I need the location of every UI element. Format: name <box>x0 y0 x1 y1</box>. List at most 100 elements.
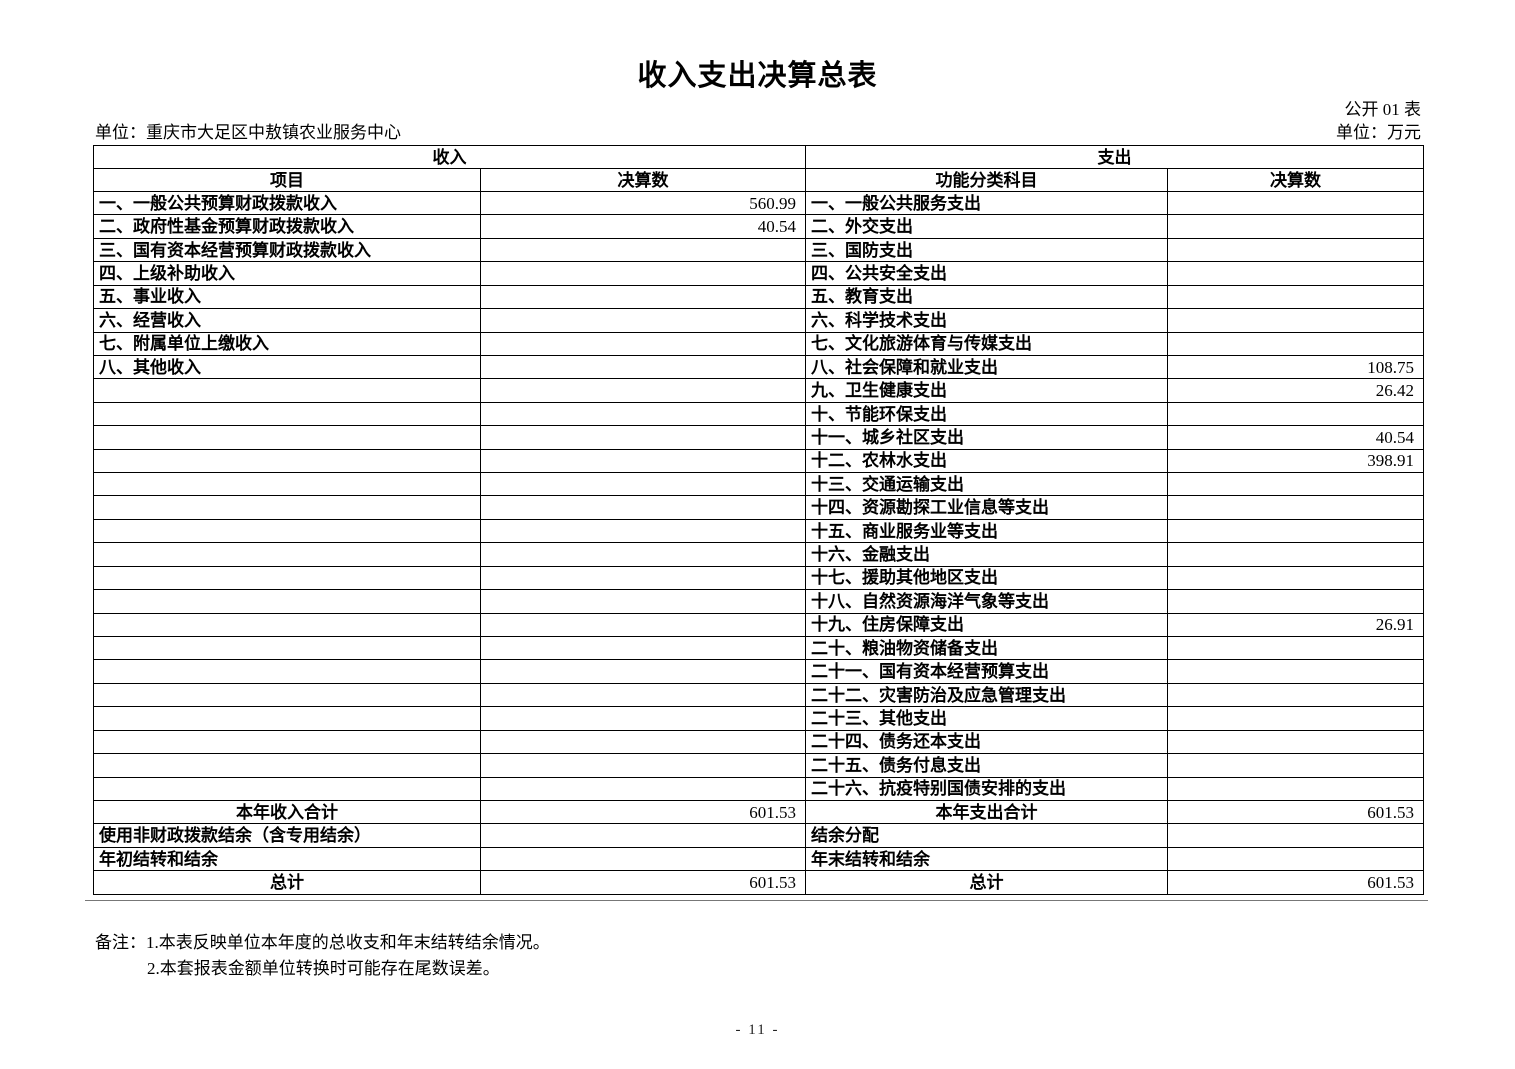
expense-item-cell: 二十、粮油物资储备支出 <box>805 636 1168 661</box>
table-row: 二十四、债务还本支出 <box>93 729 1424 755</box>
income-amount-cell: 601.53 <box>480 799 806 825</box>
expense-item-cell: 八、社会保障和就业支出 <box>805 354 1168 380</box>
table-row: 三、国有资本经营预算财政拨款收入 三、国防支出 <box>93 237 1424 263</box>
income-amount-cell <box>480 401 806 427</box>
income-amount-cell <box>480 284 806 310</box>
income-amount-cell <box>480 354 806 380</box>
expense-amount-cell <box>1167 589 1424 614</box>
income-item-cell <box>93 612 481 638</box>
note-text-2: 2.本套报表金额单位转换时可能存在尾数误差。 <box>147 959 500 978</box>
table-row: 二十五、债务付息支出 <box>93 753 1424 778</box>
expense-item-cell: 总计 <box>805 870 1168 895</box>
income-amount-cell <box>480 846 806 872</box>
income-item-cell: 六、经营收入 <box>93 308 481 333</box>
notes-block: 备注：1.本表反映单位本年度的总收支和年末结转结余情况。 2.本套报表金额单位转… <box>95 930 550 982</box>
expense-item-cell: 十六、金融支出 <box>805 542 1168 567</box>
income-amount-cell <box>480 612 806 638</box>
income-item-column-header: 项目 <box>93 168 481 192</box>
expense-item-cell: 二十一、国有资本经营预算支出 <box>805 659 1168 684</box>
org-label: 单位：重庆市大足区中敖镇农业服务中心 <box>95 123 401 142</box>
income-item-cell <box>93 659 481 684</box>
table-row: 十三、交通运输支出 <box>93 472 1424 497</box>
income-item-cell: 使用非财政拨款结余（含专用结余） <box>93 823 481 848</box>
table-row: 十九、住房保障支出 26.91 <box>93 612 1424 638</box>
income-amount-cell <box>480 448 806 474</box>
expense-item-cell: 结余分配 <box>805 823 1168 848</box>
income-section-header: 收入 <box>93 145 806 169</box>
expense-amount-cell <box>1167 729 1424 755</box>
expense-item-cell: 十二、农林水支出 <box>805 448 1168 474</box>
expense-item-cell: 四、公共安全支出 <box>805 261 1168 286</box>
page-title: 收入支出决算总表 <box>637 60 878 92</box>
expense-amount-cell <box>1167 190 1424 216</box>
table-row: 总计 601.53 总计 601.53 <box>93 870 1424 895</box>
notes-label: 备注： <box>95 933 146 952</box>
expense-amount-cell: 108.75 <box>1167 354 1424 380</box>
income-item-cell: 二、政府性基金预算财政拨款收入 <box>93 214 481 239</box>
expense-item-cell: 二十四、债务还本支出 <box>805 729 1168 755</box>
expense-item-cell: 十八、自然资源海洋气象等支出 <box>805 589 1168 614</box>
expense-amount-cell <box>1167 261 1424 286</box>
table-row: 七、附属单位上缴收入 七、文化旅游体育与传媒支出 <box>93 331 1424 356</box>
table-row: 十一、城乡社区支出 40.54 <box>93 425 1424 450</box>
table-row: 八、其他收入 八、社会保障和就业支出 108.75 <box>93 354 1424 380</box>
table-row: 九、卫生健康支出 26.42 <box>93 378 1424 403</box>
expense-amount-cell <box>1167 518 1424 544</box>
note-text-1: 1.本表反映单位本年度的总收支和年末结转结余情况。 <box>146 933 550 952</box>
note-line: 备注：1.本表反映单位本年度的总收支和年末结转结余情况。 <box>95 930 550 956</box>
page-number: - 11 - <box>735 1022 780 1038</box>
expense-item-cell: 十七、援助其他地区支出 <box>805 565 1168 591</box>
income-amount-cell <box>480 472 806 497</box>
expense-item-cell: 七、文化旅游体育与传媒支出 <box>805 331 1168 356</box>
income-item-cell <box>93 589 481 614</box>
table-row: 二十一、国有资本经营预算支出 <box>93 659 1424 684</box>
section-header-row: 收入 支出 <box>93 145 1424 169</box>
income-item-cell: 本年收入合计 <box>93 799 481 825</box>
income-item-cell: 年初结转和结余 <box>93 846 481 872</box>
expense-item-cell: 一、一般公共服务支出 <box>805 190 1168 216</box>
expense-amount-cell <box>1167 823 1424 848</box>
expense-amount-cell <box>1167 565 1424 591</box>
expense-amount-cell <box>1167 706 1424 731</box>
income-amount-cell <box>480 636 806 661</box>
expense-item-cell: 二十二、灾害防治及应急管理支出 <box>805 682 1168 708</box>
expense-amount-cell <box>1167 472 1424 497</box>
table-row: 六、经营收入 六、科学技术支出 <box>93 308 1424 333</box>
expense-item-cell: 十九、住房保障支出 <box>805 612 1168 638</box>
expense-amount-cell <box>1167 237 1424 263</box>
expense-item-cell: 十一、城乡社区支出 <box>805 425 1168 450</box>
income-item-cell: 一、一般公共预算财政拨款收入 <box>93 190 481 216</box>
income-amount-cell <box>480 425 806 450</box>
expense-item-cell: 十四、资源勘探工业信息等支出 <box>805 495 1168 520</box>
table-row: 五、事业收入 五、教育支出 <box>93 284 1424 310</box>
income-amount-cell <box>480 682 806 708</box>
income-amount-column-header: 决算数 <box>480 168 806 192</box>
table-row: 十八、自然资源海洋气象等支出 <box>93 589 1424 614</box>
income-item-cell: 三、国有资本经营预算财政拨款收入 <box>93 237 481 263</box>
table-row: 十二、农林水支出 398.91 <box>93 448 1424 474</box>
income-item-cell: 四、上级补助收入 <box>93 261 481 286</box>
table-row: 四、上级补助收入 四、公共安全支出 <box>93 261 1424 286</box>
income-item-cell <box>93 425 481 450</box>
income-item-cell <box>93 565 481 591</box>
expense-amount-cell: 601.53 <box>1167 799 1424 825</box>
income-amount-cell <box>480 589 806 614</box>
expense-item-cell: 六、科学技术支出 <box>805 308 1168 333</box>
income-item-cell <box>93 542 481 567</box>
income-amount-cell <box>480 729 806 755</box>
table-row: 二十六、抗疫特别国债安排的支出 <box>93 776 1424 801</box>
income-amount-cell <box>480 495 806 520</box>
budget-summary-table: 收入 支出 项目 决算数 功能分类科目 决算数 一、一般公共预算财政拨款收入 56… <box>93 145 1424 895</box>
table-row: 二十三、其他支出 <box>93 706 1424 731</box>
unit-label: 单位：万元 <box>1336 123 1421 142</box>
column-header-row: 项目 决算数 功能分类科目 决算数 <box>93 168 1424 192</box>
table-row: 十、节能环保支出 <box>93 401 1424 427</box>
income-item-cell <box>93 518 481 544</box>
expense-item-cell: 二十三、其他支出 <box>805 706 1168 731</box>
expense-amount-column-header: 决算数 <box>1167 168 1424 192</box>
income-item-cell <box>93 706 481 731</box>
expense-item-cell: 十三、交通运输支出 <box>805 472 1168 497</box>
expense-amount-cell <box>1167 682 1424 708</box>
expense-amount-cell: 26.91 <box>1167 612 1424 638</box>
